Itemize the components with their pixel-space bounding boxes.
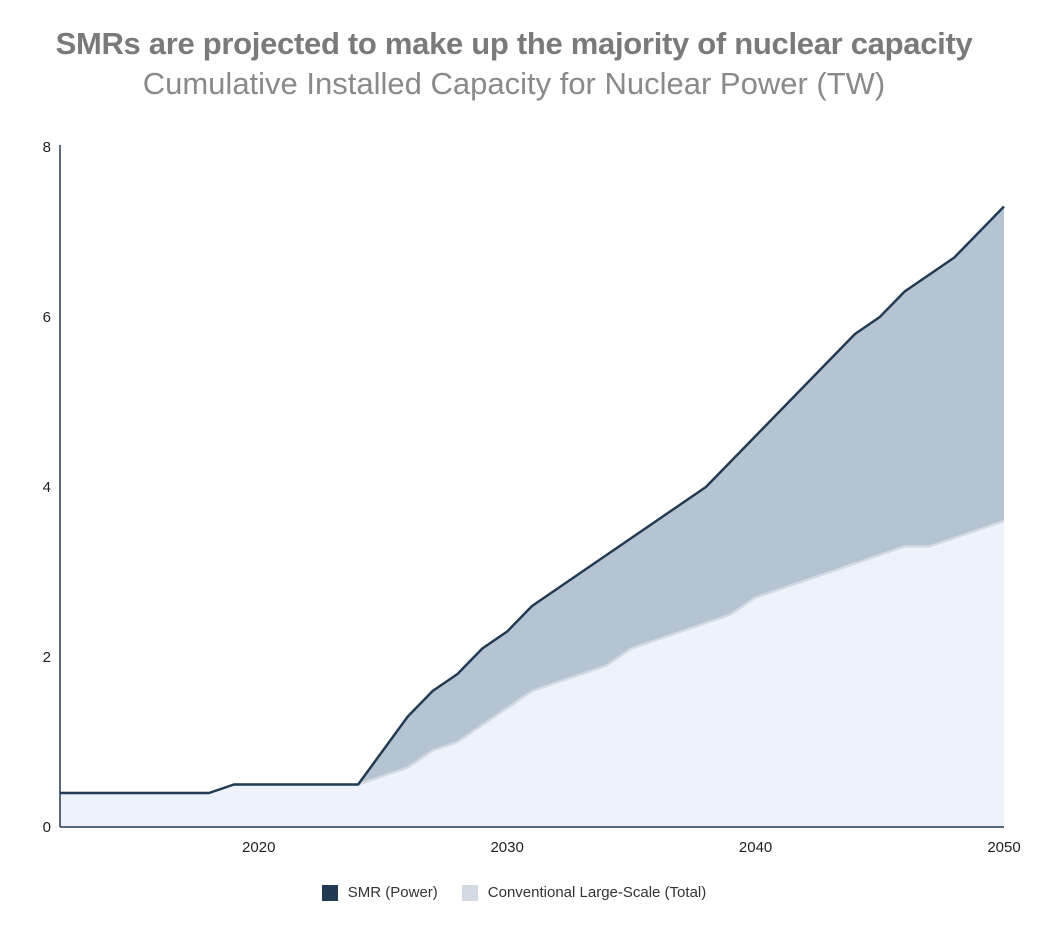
legend-item-conventional[interactable]: Conventional Large-Scale (Total) bbox=[461, 884, 707, 901]
legend-swatch-conventional bbox=[461, 884, 478, 901]
x-tick-label: 2050 bbox=[987, 839, 1020, 856]
legend-label-conventional: Conventional Large-Scale (Total) bbox=[487, 884, 707, 901]
y-tick-label: 0 bbox=[43, 819, 51, 836]
smr-area bbox=[60, 206, 1004, 793]
legend: SMR (Power) Conventional Large-Scale (To… bbox=[0, 884, 1028, 901]
chart-areas bbox=[60, 205, 1005, 827]
x-tick-label: 2020 bbox=[242, 839, 275, 856]
y-tick-label: 6 bbox=[43, 309, 51, 326]
x-tick-label: 2030 bbox=[490, 839, 523, 856]
chart-subtitle: Cumulative Installed Capacity for Nuclea… bbox=[142, 66, 886, 101]
x-tick-label: 2040 bbox=[739, 839, 772, 856]
y-tick-label: 2 bbox=[43, 649, 51, 666]
chart-title: SMRs are projected to make up the majori… bbox=[55, 26, 973, 61]
x-axis-ticks: 2020 2030 2040 2050 bbox=[242, 839, 1021, 856]
legend-item-smr[interactable]: SMR (Power) bbox=[321, 884, 438, 901]
legend-label-smr: SMR (Power) bbox=[347, 884, 438, 901]
chart-axes bbox=[59, 145, 1004, 828]
conventional-area bbox=[60, 521, 1004, 827]
smr-line bbox=[60, 205, 1005, 795]
y-axis-ticks: 0 2 4 6 8 bbox=[43, 139, 51, 836]
legend-swatch-smr bbox=[321, 884, 338, 901]
y-tick-label: 4 bbox=[43, 479, 51, 496]
y-tick-label: 8 bbox=[43, 139, 51, 156]
